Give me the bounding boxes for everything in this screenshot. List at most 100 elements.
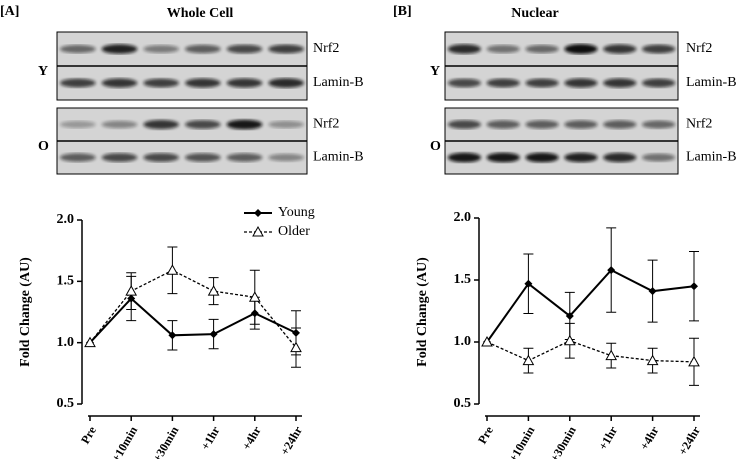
point <box>168 331 177 340</box>
legend-label: Older <box>278 224 310 239</box>
band-label: Lamin-B <box>313 150 364 165</box>
blot-band <box>59 44 96 54</box>
point <box>524 279 533 288</box>
x-tick-label: +10min <box>109 424 141 459</box>
y-axis-label: Fold Change (AU) <box>415 257 430 367</box>
panel-label: [A] <box>0 4 19 19</box>
blot-band <box>184 78 221 88</box>
blot-band <box>486 45 520 53</box>
x-tick-label: +24hr <box>277 423 305 457</box>
y-tick-label: 2.0 <box>57 212 75 227</box>
panel-label: [B] <box>393 4 412 19</box>
x-tick-label: +4hr <box>637 423 662 452</box>
band-label: Lamin-B <box>686 150 737 165</box>
y-tick-label: 1.5 <box>454 272 472 287</box>
group-label: Y <box>38 64 48 79</box>
blot-band <box>59 78 96 88</box>
x-tick-label: +30min <box>547 424 579 459</box>
group-label: O <box>38 139 49 154</box>
blot-band <box>486 152 520 163</box>
point <box>254 209 262 217</box>
x-tick-label: +4hr <box>239 423 264 452</box>
point <box>84 336 96 348</box>
panel-title: Whole Cell <box>167 6 234 21</box>
blot-band <box>564 120 598 129</box>
point <box>290 341 302 353</box>
series-line <box>486 268 695 343</box>
blot-band <box>268 120 305 129</box>
blot-band <box>184 153 221 162</box>
y-tick-label: 1.5 <box>57 274 75 289</box>
blot-band <box>486 78 520 88</box>
blot-band <box>101 78 138 88</box>
blot-band <box>101 44 138 54</box>
blot-band <box>525 152 559 163</box>
point <box>252 225 264 237</box>
band-label: Nrf2 <box>686 41 712 56</box>
blot-band <box>143 153 180 162</box>
point <box>646 354 659 366</box>
y-axis-label: Fold Change (AU) <box>18 257 33 367</box>
series-line <box>89 269 297 348</box>
x-tick-label: +10min <box>506 424 538 459</box>
blot-band <box>184 44 221 54</box>
blot-band <box>564 78 598 88</box>
x-tick-label: Pre <box>78 423 99 446</box>
blot-band <box>641 120 676 129</box>
blot-band <box>603 120 637 129</box>
band-label: Lamin-B <box>686 75 737 90</box>
point <box>605 349 618 361</box>
x-tick-label: +1hr <box>596 423 621 452</box>
blot-band <box>143 119 180 130</box>
blot-band <box>447 78 482 88</box>
band-label: Lamin-B <box>313 75 364 90</box>
blot-band <box>268 44 305 54</box>
blot-band <box>447 152 482 163</box>
blot-band <box>226 44 263 54</box>
group-label: O <box>430 139 441 154</box>
blot-band <box>564 44 598 54</box>
point <box>209 330 218 339</box>
blot-band <box>268 78 305 88</box>
point <box>688 355 700 367</box>
series-line <box>486 340 695 363</box>
blot-band <box>143 45 180 53</box>
blot-band <box>525 120 559 129</box>
blot-band <box>226 153 263 162</box>
point <box>166 264 179 275</box>
blot-band <box>268 153 305 162</box>
x-tick-label: Pre <box>475 423 496 446</box>
blot-band <box>447 120 482 129</box>
blot-band <box>59 153 96 162</box>
point <box>690 282 698 291</box>
blot-band <box>525 44 559 54</box>
blot-band <box>59 120 96 129</box>
blot-band <box>143 78 180 88</box>
blot-band <box>447 44 482 54</box>
x-tick-label: +1hr <box>198 423 223 452</box>
point <box>125 285 138 296</box>
band-label: Nrf2 <box>686 117 712 132</box>
x-tick-label: +30min <box>150 424 182 459</box>
point <box>563 334 576 346</box>
y-tick-label: 1.0 <box>57 335 75 350</box>
blot-band <box>226 119 263 130</box>
point <box>248 291 261 302</box>
point <box>565 311 574 320</box>
y-tick-label: 0.5 <box>57 396 75 411</box>
blot-band <box>101 153 138 162</box>
blot-band <box>184 120 221 129</box>
blot-band <box>525 78 559 88</box>
blot-band <box>603 44 637 54</box>
x-tick-label: +24hr <box>675 423 703 457</box>
band-label: Nrf2 <box>313 117 339 132</box>
blot-band <box>603 78 637 88</box>
blot-band <box>226 78 263 88</box>
y-tick-label: 1.0 <box>454 334 472 349</box>
blot-band <box>641 153 676 162</box>
blot-band <box>564 152 598 163</box>
blot-band <box>101 120 138 129</box>
blot-band <box>641 78 676 88</box>
y-tick-label: 0.5 <box>454 396 472 411</box>
blot-band <box>486 120 520 129</box>
